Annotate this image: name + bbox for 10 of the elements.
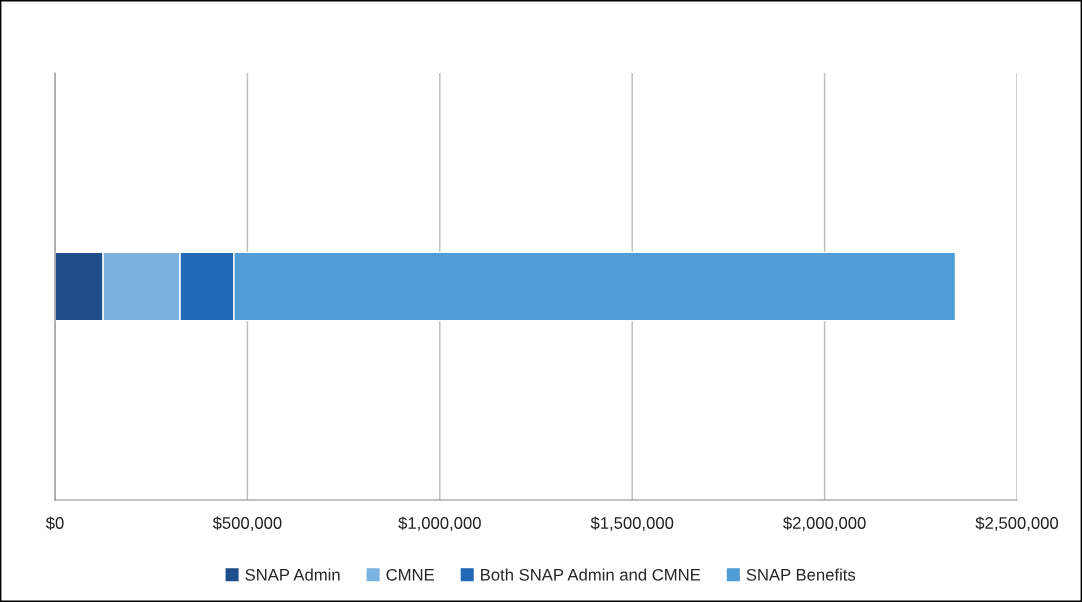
x-tick-label: $1,500,000 — [590, 516, 674, 531]
x-tick-label: $500,000 — [212, 516, 282, 531]
x-tick-label: $2,000,000 — [783, 516, 866, 531]
legend-label: SNAP Benefits — [746, 568, 856, 581]
legend-label: CMNE — [386, 568, 434, 581]
x-tick-label: $0 — [45, 516, 64, 530]
legend-label: SNAP Admin — [245, 568, 340, 581]
x-tick-label: $1,000,000 — [398, 516, 481, 531]
legend-label: Both SNAP Admin and CMNE — [481, 568, 701, 581]
x-tick-label: $2,500,000 — [975, 516, 1059, 531]
